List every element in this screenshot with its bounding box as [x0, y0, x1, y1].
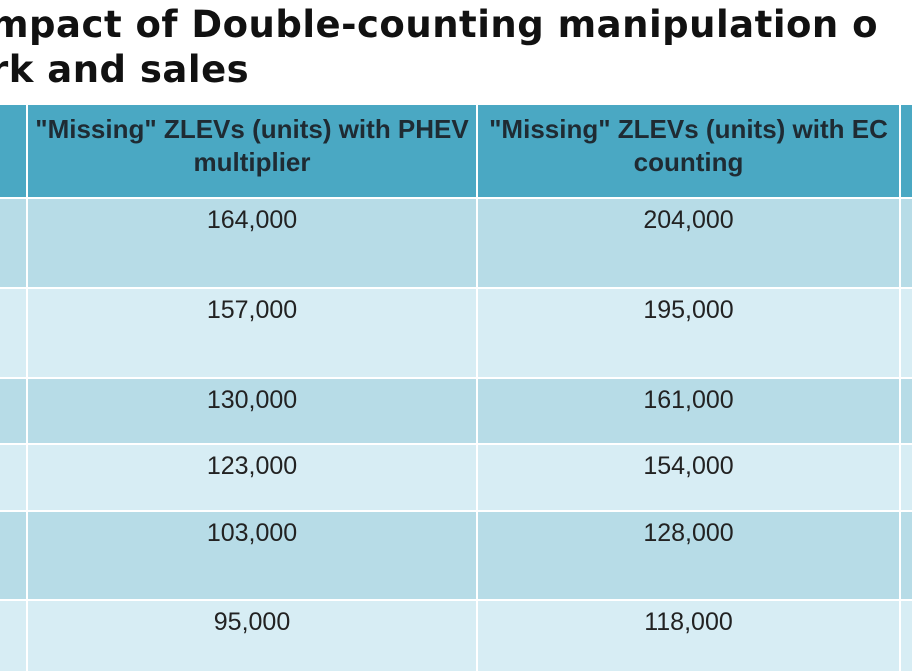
table-row-cell-left	[0, 512, 26, 599]
table-cell-ec: 204,000	[478, 199, 899, 287]
slide-title: mpact of Double-counting manipulation o …	[0, 2, 912, 92]
table-cell-ec: 154,000	[478, 445, 899, 510]
slide-title-line-1: mpact of Double-counting manipulation o	[0, 3, 879, 46]
table-cell-phev: 103,000	[28, 512, 476, 599]
slide-title-line-2: rk and sales	[0, 48, 250, 91]
table-row-cell-left	[0, 601, 26, 671]
table-row-cell-right	[901, 379, 912, 443]
table-row-cell-left	[0, 199, 26, 287]
table-cell-phev: 130,000	[28, 379, 476, 443]
table-row-cell-right	[901, 601, 912, 671]
table-row-cell-right	[901, 289, 912, 377]
header-cell-cut-right	[901, 105, 912, 197]
table-cell-phev: 164,000	[28, 199, 476, 287]
table-cell-ec: 118,000	[478, 601, 899, 671]
table-cell-ec: 128,000	[478, 512, 899, 599]
header-ec-counting: "Missing" ZLEVs (units) with EC counting	[478, 105, 899, 197]
table-row-cell-left	[0, 289, 26, 377]
header-cell-cut-left	[0, 105, 26, 197]
data-table: "Missing" ZLEVs (units) with PHEV multip…	[0, 105, 912, 671]
table-grid: "Missing" ZLEVs (units) with PHEV multip…	[0, 105, 912, 671]
table-row-cell-right	[901, 445, 912, 510]
table-cell-phev: 95,000	[28, 601, 476, 671]
table-row-cell-right	[901, 512, 912, 599]
table-cell-phev: 157,000	[28, 289, 476, 377]
header-phev-multiplier: "Missing" ZLEVs (units) with PHEV multip…	[28, 105, 476, 197]
table-row-cell-left	[0, 445, 26, 510]
table-cell-ec: 195,000	[478, 289, 899, 377]
table-cell-ec: 161,000	[478, 379, 899, 443]
table-row-cell-right	[901, 199, 912, 287]
table-cell-phev: 123,000	[28, 445, 476, 510]
table-row-cell-left	[0, 379, 26, 443]
